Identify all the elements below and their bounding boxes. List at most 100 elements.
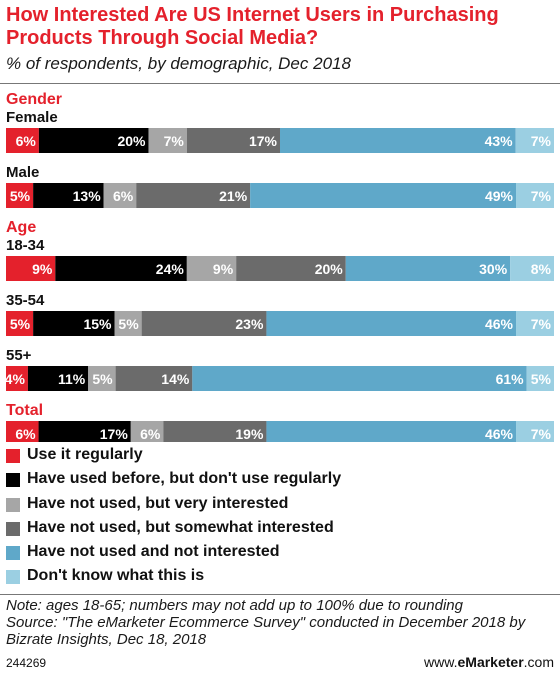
bar-segment [510, 256, 554, 281]
data-label: 8% [531, 261, 552, 277]
data-label: 49% [485, 188, 514, 204]
brand-suffix: .com [523, 654, 554, 670]
data-label: 5% [10, 188, 31, 204]
legend-swatch [6, 497, 20, 512]
data-label: 17% [100, 426, 129, 442]
bar-segment [266, 421, 517, 442]
bar-segment [6, 311, 34, 336]
data-label: 30% [479, 261, 508, 277]
data-label: 43% [485, 133, 514, 149]
bar-segment [192, 366, 527, 391]
row-label: Female [6, 109, 58, 126]
data-label: 7% [164, 133, 185, 149]
bar-segment [280, 128, 516, 153]
chart-id: 244269 [6, 656, 47, 670]
bar-segment [88, 366, 116, 391]
bar-segment [148, 128, 187, 153]
data-label: 6% [140, 426, 161, 442]
bar-segment [345, 256, 511, 281]
data-label: 5% [92, 371, 113, 387]
bar-segment [103, 183, 137, 208]
data-label: 7% [531, 426, 552, 442]
legend-swatch [6, 449, 20, 463]
row-label: 18-34 [6, 237, 45, 254]
row-label: 35-54 [6, 292, 45, 309]
bar-segment [516, 311, 554, 336]
bar-segment [250, 183, 517, 208]
data-label: 20% [315, 261, 344, 277]
data-label: 5% [531, 371, 552, 387]
brand-link[interactable]: www.eMarketer.com [424, 654, 554, 670]
legend-label: Don't know what this is [27, 567, 205, 585]
bar-segment [27, 366, 89, 391]
bar-segment [33, 183, 104, 208]
data-label: 5% [118, 316, 139, 332]
bar-segment [136, 183, 251, 208]
legend-swatch [6, 570, 20, 585]
bar-segment [6, 421, 39, 442]
chart-title: How Interested Are US Internet Users in … [6, 4, 499, 49]
bar-segment [186, 256, 237, 281]
group-label: Age [6, 219, 36, 236]
legend-label: Use it regularly [27, 446, 143, 463]
brand-prefix: www. [424, 654, 458, 670]
footnote: Note: ages 18-65; numbers may not add up… [6, 597, 554, 648]
bar-segment [38, 421, 131, 442]
data-label: 5% [10, 316, 31, 332]
bar-segment [186, 128, 280, 153]
data-label: 24% [156, 261, 185, 277]
legend-label: Have not used and not interested [27, 543, 280, 561]
row-label: Male [6, 164, 39, 181]
legend-swatch [6, 521, 20, 536]
data-label: 11% [58, 371, 86, 387]
data-label: 9% [213, 261, 234, 277]
bar-segment [6, 256, 56, 281]
bar-segment [115, 366, 193, 391]
data-label: 9% [32, 261, 53, 277]
data-label: 14% [161, 371, 190, 387]
legend-swatch [6, 546, 20, 561]
data-label: 46% [485, 316, 514, 332]
row-label: 55+ [6, 347, 32, 364]
data-label: 6% [15, 426, 36, 442]
data-label: 7% [531, 316, 552, 332]
bar-segment [6, 366, 28, 391]
data-label: 23% [235, 316, 264, 332]
bar-segment [163, 421, 267, 442]
bar-segment [130, 421, 164, 442]
legend-label: Have used before, but don't use regularl… [27, 470, 342, 488]
data-label: 4% [5, 371, 26, 387]
data-label: 19% [235, 426, 264, 442]
bar-segment [55, 256, 187, 281]
bar-segment [6, 183, 34, 208]
bar-segment [266, 311, 517, 336]
bar-segment [38, 128, 149, 153]
group-label: Total [6, 402, 43, 419]
group-label: Gender [6, 91, 62, 108]
data-label: 15% [83, 316, 112, 332]
data-label: 17% [249, 133, 278, 149]
bar-segment [33, 311, 115, 336]
bar-segment [114, 311, 142, 336]
chart-subtitle: % of respondents, by demographic, Dec 20… [6, 54, 351, 73]
data-label: 6% [113, 188, 134, 204]
data-label: 20% [117, 133, 146, 149]
data-label: 7% [531, 133, 552, 149]
legend-swatch [6, 473, 20, 488]
bar-segment [141, 311, 267, 336]
top-divider [0, 83, 560, 84]
data-label: 6% [16, 133, 37, 149]
bar-segment [515, 128, 554, 153]
data-label: 46% [485, 426, 514, 442]
data-label: 13% [73, 188, 102, 204]
legend-label: Have not used, but very interested [27, 494, 289, 512]
bottom-divider [0, 594, 560, 595]
bar-segment [6, 128, 39, 153]
data-label: 7% [531, 188, 552, 204]
bar-segment [526, 366, 554, 391]
note-text: Note: ages 18-65; numbers may not add up… [6, 597, 463, 614]
bar-segment [516, 421, 554, 442]
brand-name: eMarketer [457, 654, 524, 670]
legend-label: Have not used, but somewhat interested [27, 518, 334, 536]
